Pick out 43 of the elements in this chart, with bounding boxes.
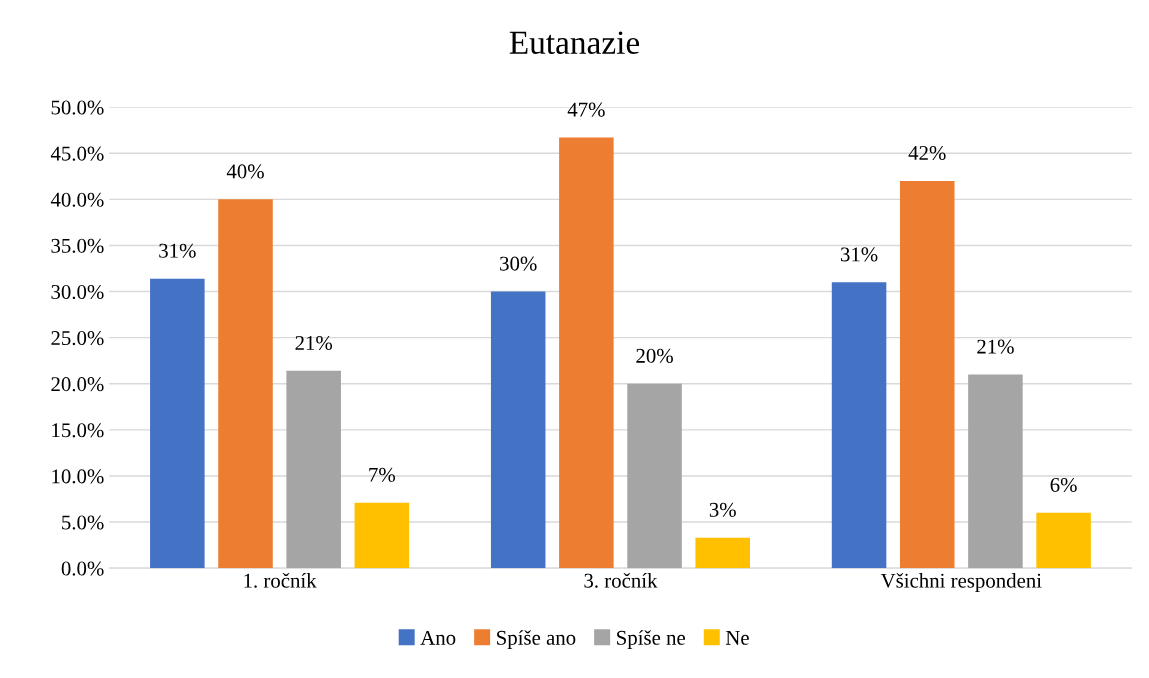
data-label: 40%	[226, 164, 264, 179]
y-tick-label: 30.0%	[51, 284, 104, 300]
bar	[150, 278, 205, 569]
data-label: 31%	[840, 247, 878, 262]
x-tick-label: 1. ročník	[244, 572, 317, 588]
bar	[286, 370, 341, 569]
legend-label: Spíše ano	[497, 630, 576, 650]
y-tick-label: 25.0%	[51, 331, 104, 346]
bar	[627, 383, 682, 569]
y-tick-label: 50.0%	[51, 100, 104, 115]
bar	[354, 502, 410, 569]
y-tick-label: 10.0%	[52, 469, 104, 484]
bar	[899, 180, 955, 569]
data-label: 42%	[908, 145, 946, 161]
chart-title: Eutanazie	[509, 31, 640, 54]
y-tick-label: 20.0%	[51, 377, 104, 392]
bar	[559, 137, 614, 569]
x-tick-label: 3. ročník	[584, 572, 658, 588]
legend-label: Ne	[725, 631, 749, 645]
y-tick-label: 15.0%	[52, 423, 104, 438]
bar	[831, 282, 887, 569]
y-tick-label: 40.0%	[50, 192, 104, 207]
data-label: 21%	[295, 335, 333, 351]
data-label: 7%	[369, 467, 396, 482]
bar	[968, 374, 1023, 569]
bar	[218, 199, 273, 569]
x-tick-label: Všichni respondeni	[880, 573, 1042, 592]
data-label: 3%	[709, 502, 736, 517]
y-tick-label: 0.0%	[61, 561, 104, 576]
data-label: 6%	[1050, 477, 1077, 493]
data-label: 47%	[567, 102, 605, 117]
data-label: 21%	[977, 339, 1014, 354]
bar	[490, 291, 546, 569]
legend-label: Spíše ne	[617, 630, 686, 650]
data-label: 20%	[636, 348, 673, 363]
data-label: 30%	[500, 256, 537, 271]
legend-label: Ano	[420, 630, 456, 645]
y-tick-label: 45.0%	[50, 146, 104, 161]
y-tick-label: 5.0%	[62, 515, 104, 530]
data-label: 31%	[159, 243, 196, 258]
bar	[1036, 512, 1091, 569]
bar	[695, 537, 750, 569]
y-tick-label: 35.0%	[51, 238, 104, 253]
